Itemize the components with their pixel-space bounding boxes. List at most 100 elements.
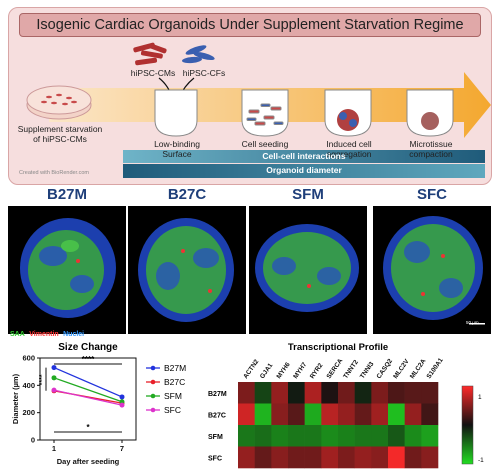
stain-vimentin: Vimentin [29, 331, 59, 338]
point-sfm-day7 [119, 399, 125, 405]
point-sfc-day1 [51, 387, 57, 393]
heatmap-cell [321, 446, 339, 469]
column-label-gja1: GJA1 [259, 362, 275, 380]
diameter-bar-label: Organoid diameter [266, 165, 342, 175]
legend-marker-sfc [150, 407, 156, 413]
point-sfc-day7 [119, 402, 125, 408]
heatmap-cell [288, 446, 305, 469]
heatmap-cell [388, 425, 405, 447]
stain-saa: SAA [10, 331, 25, 338]
well-compaction [406, 89, 454, 137]
legend-label-b27c: B27C [164, 377, 185, 387]
heatmap-cell [238, 382, 255, 404]
x-tick-label: 1 [52, 444, 56, 453]
panel-title-sfm: SFM [292, 186, 324, 203]
heatmap-cell [404, 382, 422, 404]
heatmap-cell [321, 403, 339, 426]
sig-label-top: **** [82, 355, 95, 364]
point-b27m-day1 [51, 365, 57, 371]
colorbar-label-max: 1 [478, 394, 482, 401]
heatmap-cell [321, 382, 339, 404]
scale-bar-label: 50 µm [466, 320, 479, 325]
microscopy-image-sfm [249, 206, 367, 334]
column-label-ryr2: RYR2 [309, 362, 325, 380]
legend-label-sfc: SFC [164, 405, 181, 415]
heatmap-cell [288, 425, 305, 447]
heatmap-cell [354, 382, 372, 404]
heatmap-cell [371, 446, 389, 469]
step-starvation: Supplement starvation of hiPSC-CMs [17, 124, 103, 144]
schematic-graphics [26, 42, 491, 178]
heatmap-cell [371, 403, 389, 426]
legend-marker-sfm [150, 393, 156, 399]
x-tick-label: 7 [120, 444, 124, 453]
heatmap-cell [421, 403, 439, 426]
y-tick-label: 400 [22, 381, 35, 390]
heatmap-cell [354, 425, 372, 447]
heatmap-cell [421, 446, 439, 469]
microscopy-image-sfc [373, 206, 491, 334]
cf-label: hiPSC-CFs [182, 68, 226, 78]
heatmap-cell [388, 403, 405, 426]
sig-label-bottom: * [86, 423, 90, 432]
y-axis-label: Diameter (µm) [11, 373, 20, 424]
interaction-bar-label: Cell-cell interactions [262, 151, 346, 161]
legend-label-b27m: B27M [164, 363, 186, 373]
heatmap-cell [271, 446, 289, 469]
interaction-bar [123, 150, 485, 163]
heatmap-cell [371, 425, 389, 447]
panel-title-sfc: SFC [417, 186, 447, 203]
heatmap-cell [404, 425, 422, 447]
colorbar [461, 385, 474, 465]
heatmap-cell [304, 446, 322, 469]
heatmap-cell [338, 425, 355, 447]
heatmap-cell [288, 403, 305, 426]
column-label-s100a1: S100A1 [426, 357, 445, 381]
y-tick-label: 600 [22, 354, 35, 363]
heatmap-cell [271, 425, 289, 447]
schematic-title: Isogenic Cardiac Organoids Under Supplem… [19, 13, 481, 37]
y-tick-label: 0 [31, 436, 35, 445]
heatmap-cell [338, 446, 355, 469]
panel-title-b27m: B27M [46, 186, 87, 203]
schematic-panel: Isogenic Cardiac Organoids Under Supplem… [8, 7, 492, 185]
step-seeding: Cell seeding [241, 139, 289, 149]
column-label-myh7: MYH7 [292, 361, 308, 380]
column-label-actn2: ACTN2 [242, 358, 260, 380]
petri-dish-icon [26, 85, 92, 120]
legend-marker-b27c [150, 379, 156, 385]
series-line-b27m [53, 366, 123, 398]
cm-cells-icon [133, 42, 167, 66]
heatmap-cell [388, 382, 405, 404]
diameter-bar [123, 164, 485, 178]
legend-marker-b27m [150, 365, 156, 371]
row-label-b27c: B27C [208, 412, 226, 419]
heatmap-cell [254, 403, 272, 426]
column-label-tnnt2: TNNT2 [342, 359, 360, 380]
column-label-tnni3: TNNI3 [359, 360, 376, 380]
heatmap-cell [404, 446, 422, 469]
heatmap-cell [304, 403, 322, 426]
stain-nuclei: Nuclei [63, 331, 85, 338]
heatmap-cell [371, 382, 389, 404]
chart-title: Size Change [58, 342, 118, 353]
well-seeding [241, 89, 289, 137]
colorbar-label-min: -1 [478, 457, 484, 464]
heatmap-cell [421, 425, 439, 447]
step-aggregation: Induced cell aggregation [326, 139, 372, 159]
heatmap-cell [321, 425, 339, 447]
microscopy-image-b27c [128, 206, 246, 334]
credit-text: Created with BioRender.com [19, 170, 90, 176]
stain-legend: SAA Vimentin Nuclei [10, 323, 84, 341]
x-axis-label: Day after seeding [57, 457, 120, 466]
well-aggregation [324, 89, 372, 137]
point-sfm-day1 [51, 375, 57, 381]
heatmap-cell [354, 403, 372, 426]
heatmap-cell [238, 446, 255, 469]
heatmap-cell [338, 382, 355, 404]
y-tick-label: 200 [22, 408, 35, 417]
heatmap-cell [254, 446, 272, 469]
row-label-sfc: SFC [208, 455, 222, 462]
heatmap-cell [404, 403, 422, 426]
